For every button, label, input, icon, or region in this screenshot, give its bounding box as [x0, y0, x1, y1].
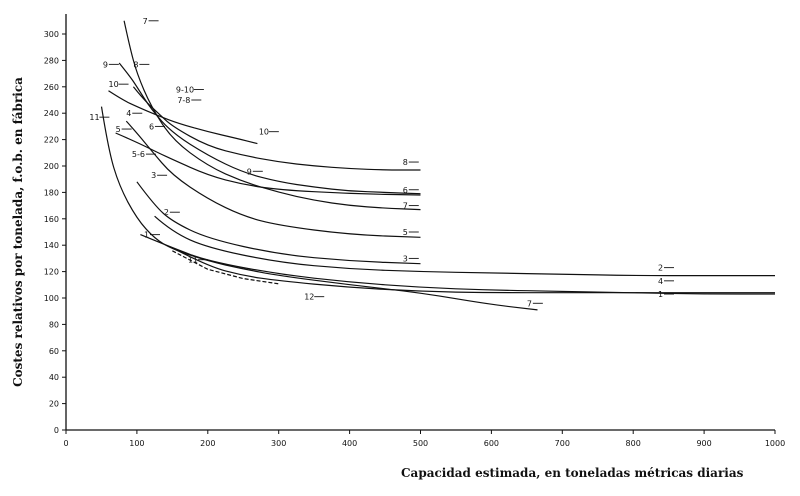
curve-label: 10	[259, 128, 269, 137]
curve-label: 10	[109, 80, 119, 89]
y-tick-label: 80	[49, 320, 59, 329]
y-tick-label: 120	[44, 268, 59, 277]
y-axis-title: Costes relativos por tonelada, f.o.b. en…	[11, 77, 25, 387]
x-tick-label: 600	[484, 439, 499, 448]
y-tick-label: 280	[44, 56, 59, 65]
series-curve-7	[123, 20, 421, 211]
series-curve-8	[118, 62, 421, 195]
series-curve-9	[132, 86, 421, 171]
series-curve-12-dashed	[172, 250, 279, 285]
series-curve-3	[136, 181, 421, 265]
x-tick-label: 300	[271, 439, 286, 448]
curve-label: 5	[403, 228, 408, 237]
x-tick-label: 500	[413, 439, 428, 448]
x-tick-label: 900	[696, 439, 711, 448]
series	[100, 20, 775, 311]
series-curve-2	[154, 215, 775, 277]
y-tick-label: 20	[49, 400, 59, 409]
x-ticks: 0 100 200 300 400 500 600 700 800 900 1000	[63, 430, 785, 448]
curve-label: 7	[403, 202, 408, 211]
y-tick-label: 220	[44, 136, 59, 145]
curve-label: 9	[103, 60, 108, 69]
curve-label: 2	[164, 208, 169, 217]
curve-label: 7-8	[177, 96, 190, 105]
curve-label: 5	[116, 125, 121, 134]
series-curve-12	[172, 247, 775, 294]
y-tick-label: 40	[49, 373, 59, 382]
y-tick-label: 260	[44, 83, 59, 92]
x-tick-label: 1000	[765, 439, 785, 448]
x-axis-title: Capacidad estimada, en toneladas métrica…	[401, 466, 744, 480]
x-tick-label: 0	[63, 439, 68, 448]
y-ticks: 0 20 40 60 80 100 120 140 160 180 200 220 240 260 280 3…	[44, 30, 66, 435]
curve-label: 4	[126, 109, 131, 118]
curve-label: 6	[149, 122, 154, 131]
curve-label: 1	[144, 231, 149, 240]
series-curve-5	[115, 132, 421, 196]
series-curve-4	[125, 120, 421, 238]
y-tick-label: 60	[49, 347, 59, 356]
curve-label: 1	[658, 290, 663, 299]
series-curve-10	[108, 90, 258, 145]
curve-label: 7	[143, 17, 148, 26]
y-tick-label: 200	[44, 162, 59, 171]
y-tick-label: 140	[44, 241, 59, 250]
curve-label: 8	[133, 60, 138, 69]
x-tick-label: 100	[129, 439, 144, 448]
y-tick-label: 0	[54, 426, 59, 435]
curve-label: 7	[527, 299, 532, 308]
curve-label: 5-6	[132, 150, 145, 159]
series-curve-1	[140, 234, 775, 295]
curve-label: 2	[658, 264, 663, 273]
curve-label: 12	[304, 293, 314, 302]
curve-label: 4	[658, 277, 663, 286]
y-tick-label: 180	[44, 188, 59, 197]
curve-label: 3	[403, 254, 408, 263]
y-tick-label: 240	[44, 109, 59, 118]
x-tick-label: 200	[200, 439, 215, 448]
curve-label: 9	[247, 167, 252, 176]
y-tick-label: 100	[44, 294, 59, 303]
curve-label: 3	[151, 171, 156, 180]
x-tick-label: 800	[626, 439, 641, 448]
curve-label: 9-10	[176, 85, 194, 94]
curve-label: 8	[403, 158, 408, 167]
y-tick-label: 300	[44, 30, 59, 39]
y-tick-label: 160	[44, 215, 59, 224]
curve-label: 6	[403, 186, 408, 195]
x-tick-label: 700	[555, 439, 570, 448]
curve-label: 11	[188, 256, 198, 265]
curve-label: 11	[89, 113, 99, 122]
x-tick-label: 400	[342, 439, 357, 448]
